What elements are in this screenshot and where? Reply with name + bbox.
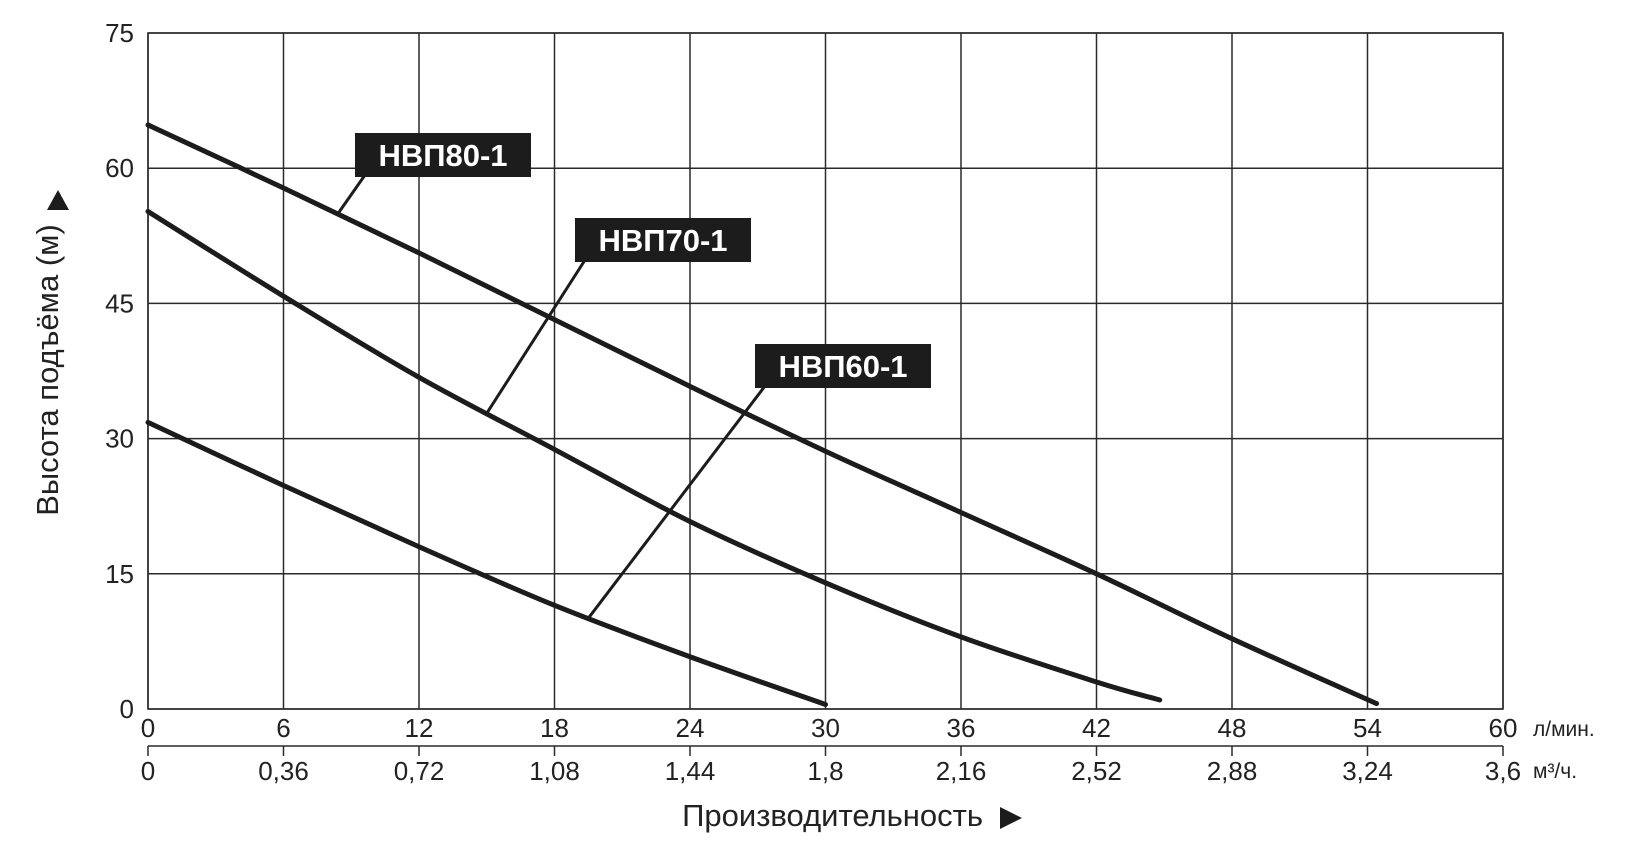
label-leaders (336, 174, 767, 620)
x-tick-label: 54 (1353, 713, 1382, 743)
x2-tick-label: 0,72 (394, 756, 445, 786)
x2-tick-label: 1,44 (665, 756, 716, 786)
x2-tick-label: 1,08 (529, 756, 580, 786)
x-axis-title: Производительность (682, 798, 983, 833)
x2-tick-label: 2,52 (1071, 756, 1122, 786)
series-label-text: НВП70-1 (598, 223, 727, 258)
y-axis-title: Высота подъёма (м) (30, 224, 65, 516)
x2-tick-label: 3,24 (1342, 756, 1393, 786)
series-label-text: НВП60-1 (778, 349, 907, 384)
y-tick-label: 30 (105, 424, 134, 454)
x2-tick-label: 1,8 (807, 756, 843, 786)
series-label-box (575, 218, 751, 262)
x-axis-unit: л/мин. (1533, 718, 1595, 741)
x-axis-arrow-icon (1000, 807, 1022, 829)
series-label-leader (485, 259, 587, 415)
y-tick-label: 15 (105, 559, 134, 589)
ticks: 0060,36120,72181,08241,44301,8362,16422,… (105, 18, 1521, 786)
series-labels: НВП80-1 НВП70-1 НВП60-1 (355, 133, 931, 388)
x-tick-label: 48 (1218, 713, 1247, 743)
plot-frame (147, 32, 1504, 710)
y-tick-label: 75 (105, 18, 134, 48)
x-tick-label: 30 (811, 713, 840, 743)
x-tick-label: 12 (405, 713, 434, 743)
curves (145, 122, 1380, 707)
y-axis-arrow-icon (47, 190, 69, 210)
series-label: НВП80-1 (355, 133, 531, 177)
series-label: НВП60-1 (755, 344, 931, 388)
x-tick-label: 0 (141, 713, 155, 743)
series-line (145, 419, 828, 707)
x2-tick-label: 2,88 (1207, 756, 1258, 786)
x2-tick-label: 0,36 (258, 756, 309, 786)
x2-tick-label: 0 (141, 756, 155, 786)
grid (147, 32, 1504, 710)
x2-tick-label: 2,16 (936, 756, 987, 786)
x-tick-label: 60 (1489, 713, 1518, 743)
y-tick-label: 45 (105, 288, 134, 318)
y-tick-label: 60 (105, 153, 134, 183)
x-tick-label: 36 (947, 713, 976, 743)
x-tick-label: 42 (1082, 713, 1111, 743)
x2-tick-label: 3,6 (1485, 756, 1521, 786)
series-line (145, 122, 1380, 707)
x-tick-label: 18 (540, 713, 569, 743)
series-label-leader (587, 385, 767, 620)
x2-axis-unit: м³/ч. (1533, 760, 1577, 783)
x-tick-label: 6 (276, 713, 290, 743)
series-label-box (355, 133, 531, 177)
series-label-box (755, 344, 931, 388)
x-tick-label: 24 (676, 713, 705, 743)
series-label-leader (336, 174, 367, 215)
series-label-text: НВП80-1 (378, 138, 507, 173)
y-tick-label: 0 (120, 694, 134, 724)
series-label: НВП70-1 (575, 218, 751, 262)
series-line (145, 208, 1163, 703)
